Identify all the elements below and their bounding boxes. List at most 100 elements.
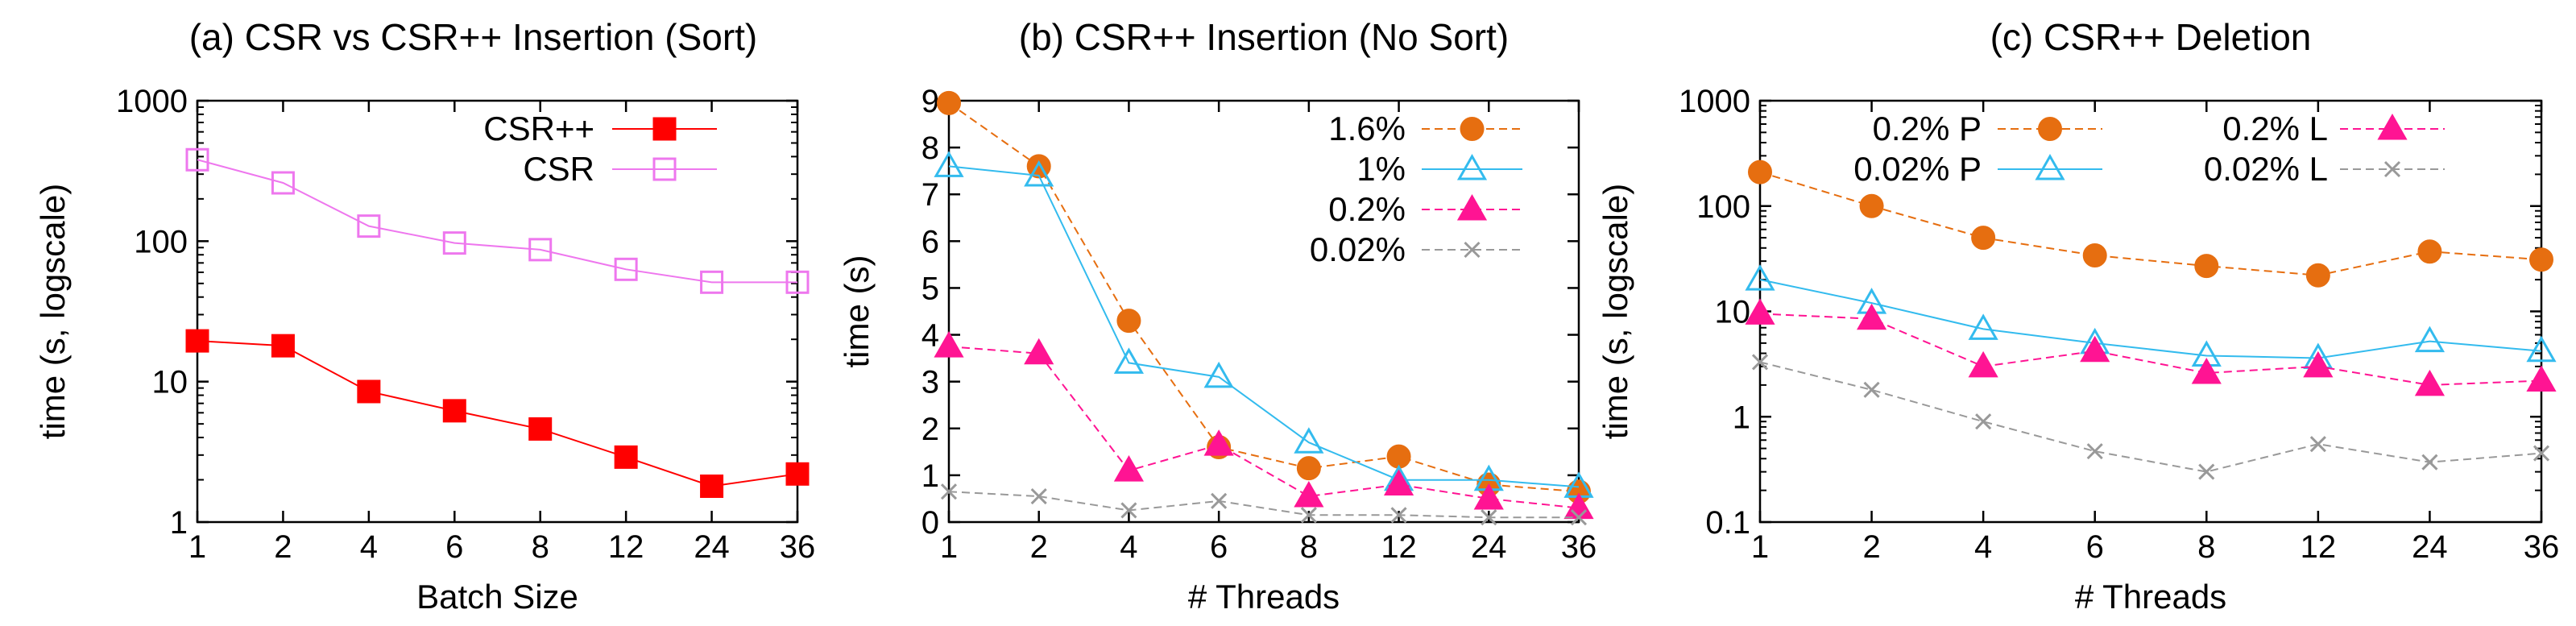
data-point (1024, 338, 1054, 365)
x-tick-label: 2 (1030, 529, 1048, 565)
series-line (1759, 279, 2542, 359)
data-point (528, 238, 553, 262)
y-tick-label: 1 (1733, 400, 1750, 435)
y-tick-label: 100 (1696, 189, 1750, 225)
data-point (2529, 247, 2553, 272)
legend-marker (2035, 153, 2065, 180)
x-tick-label: 12 (608, 529, 644, 565)
legend-label: 1% (1356, 150, 1406, 188)
legend-marker (652, 157, 677, 181)
data-point (2421, 454, 2438, 471)
y-tick-label: 9 (921, 84, 939, 119)
series-line (948, 102, 1580, 493)
x-tick-label: 36 (1561, 529, 1597, 565)
series-line (948, 165, 1580, 488)
series-1.6% (937, 90, 1591, 504)
legend-marker (1460, 117, 1485, 141)
y-tick-label: 6 (921, 224, 939, 259)
data-point (2417, 239, 2442, 264)
x-tick-label: 1 (940, 529, 958, 565)
series-0.02% (940, 483, 1588, 526)
panel-1: (b) CSR++ Insertion (No Sort)01234567891… (838, 16, 1597, 616)
data-point (1751, 354, 1769, 371)
data-point (700, 474, 724, 498)
chart-title: (a) CSR vs CSR++ Insertion (Sort) (189, 16, 758, 58)
data-point (1968, 350, 1998, 378)
data-point (2191, 357, 2222, 384)
data-point (2526, 365, 2557, 392)
y-tick-label: 10 (152, 365, 188, 400)
data-point (1120, 502, 1137, 519)
data-point (614, 445, 638, 469)
data-point (185, 329, 209, 353)
plot-frame (196, 99, 799, 524)
x-tick-label: 36 (780, 529, 816, 565)
data-point (2198, 463, 2215, 480)
legend-marker (1456, 193, 1488, 221)
data-point (2305, 263, 2330, 288)
y-axis-label: time (s, logscale) (34, 184, 72, 439)
data-point (614, 257, 638, 281)
x-tick-label: 12 (1381, 529, 1417, 565)
series-0.02% L (1751, 354, 2550, 480)
data-point (1390, 507, 1407, 524)
x-tick-label: 24 (2412, 529, 2448, 565)
x-tick-label: 1 (188, 529, 206, 565)
series-1% (934, 151, 1594, 498)
data-point (934, 331, 964, 358)
data-point (1386, 444, 1411, 469)
data-point (1296, 456, 1321, 481)
y-tick-label: 8 (921, 131, 939, 166)
legend-label: 0.2% (1328, 190, 1406, 228)
series-line (1759, 361, 2542, 473)
y-tick-label: 4 (921, 318, 939, 354)
chart-title: (b) CSR++ Insertion (No Sort) (1019, 16, 1509, 58)
data-point (2080, 335, 2110, 363)
legend: 0.2% P0.02% P 0.2% L0.02% L (1853, 110, 2445, 188)
data-point (2194, 254, 2219, 279)
data-point (2414, 325, 2446, 353)
data-point (442, 231, 466, 255)
data-point (1024, 160, 1054, 187)
data-point (1859, 193, 1884, 218)
data-point (2303, 350, 2334, 378)
data-point (1481, 509, 1497, 526)
data-point (2086, 443, 2103, 460)
plot-frame (947, 99, 1580, 524)
x-tick-label: 24 (694, 529, 730, 565)
data-point (1116, 309, 1141, 334)
series-line (197, 159, 797, 284)
x-axis-label: # Threads (1188, 578, 1340, 616)
data-point (940, 483, 958, 500)
x-tick-label: 8 (1300, 529, 1318, 565)
data-point (1748, 160, 1772, 184)
data-point (2533, 445, 2550, 462)
legend-label: 1.6% (1328, 110, 1406, 147)
data-point (1211, 492, 1228, 509)
legend-label: 0.02% P (1853, 150, 1982, 188)
y-tick-label: 5 (921, 271, 939, 306)
data-point (1745, 298, 1775, 325)
data-point (937, 90, 961, 115)
y-tick-label: 0.1 (1705, 505, 1750, 541)
y-tick-label: 1000 (116, 84, 188, 119)
x-tick-label: 8 (2197, 529, 2215, 565)
data-point (271, 334, 295, 358)
legend-marker (1464, 241, 1481, 259)
legend-marker (652, 117, 677, 141)
data-point (1383, 469, 1414, 496)
data-point (785, 270, 810, 294)
data-point (357, 379, 381, 404)
y-tick-label: 1 (170, 505, 188, 541)
legend-label: CSR (523, 150, 594, 188)
data-point (1968, 313, 1998, 340)
series-line (1759, 313, 2542, 386)
legend-label: 0.02% L (2204, 150, 2328, 188)
series-0.2% L (1745, 298, 2557, 396)
data-point (1294, 427, 1324, 454)
data-point (1863, 381, 1880, 398)
data-point (2526, 335, 2557, 363)
data-point (1113, 455, 1145, 482)
data-point (934, 151, 964, 177)
data-point (442, 399, 466, 423)
